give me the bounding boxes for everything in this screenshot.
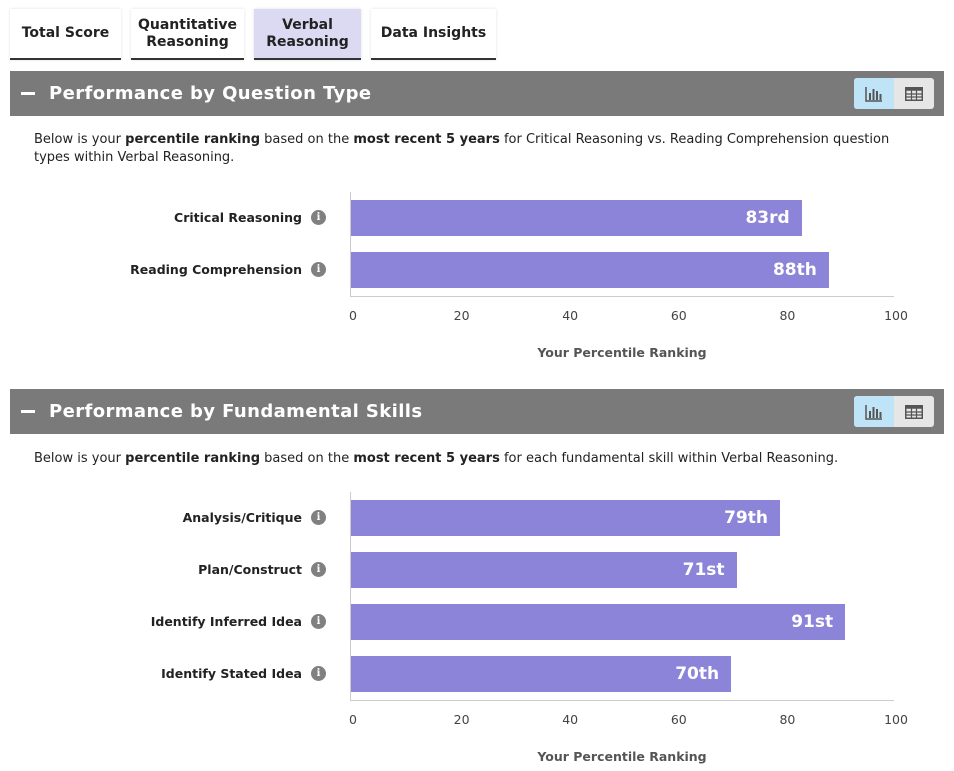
- x-tick-label: 80: [779, 712, 796, 727]
- info-icon[interactable]: i: [311, 614, 326, 629]
- x-tick-label: 100: [884, 712, 908, 727]
- bar-value-label: 91st: [791, 612, 834, 632]
- section-description: Below is your percentile ranking based o…: [34, 451, 839, 466]
- x-tick-label: 60: [670, 308, 687, 323]
- category-label: Critical Reasoning: [174, 210, 302, 225]
- bar: 88th: [351, 252, 829, 288]
- info-icon[interactable]: i: [311, 666, 326, 681]
- x-axis-line: [350, 700, 894, 701]
- x-tick-label: 20: [453, 712, 470, 727]
- x-axis-line: [350, 296, 894, 297]
- category-label: Reading Comprehension: [130, 262, 302, 277]
- x-tick-label: 40: [562, 308, 579, 323]
- section-description: Below is your percentile ranking based o…: [34, 132, 890, 165]
- info-icon[interactable]: i: [311, 210, 326, 225]
- bar: 91st: [351, 604, 846, 640]
- minus-icon[interactable]: [21, 92, 35, 95]
- x-tick-label: 20: [453, 308, 470, 323]
- x-axis-title: Your Percentile Ranking: [537, 345, 707, 360]
- y-axis-line: [350, 192, 351, 296]
- bar: 70th: [351, 656, 732, 692]
- bar-value-label: 83rd: [745, 208, 790, 228]
- y-axis-line: [350, 492, 351, 700]
- section-title: Performance by Question Type: [49, 83, 372, 104]
- table-view-button[interactable]: [894, 396, 934, 427]
- chart-view-button[interactable]: [854, 396, 894, 427]
- chart-view-button[interactable]: [854, 78, 894, 109]
- bar: 71st: [351, 552, 737, 588]
- category-label: Identify Inferred Idea: [150, 614, 302, 629]
- tab-bar: Total Score Quantitative Reasoning Verbal…: [10, 9, 496, 60]
- bar-value-label: 71st: [682, 560, 725, 580]
- tab-label: Total Score: [21, 25, 110, 41]
- x-tick-label: 0: [349, 712, 357, 727]
- bar-value-label: 88th: [772, 260, 817, 280]
- tab-label: Verbal Reasoning: [266, 16, 349, 50]
- section-header-question-type: Performance by Question Type: [10, 71, 944, 116]
- tab-verbal-reasoning[interactable]: Verbal Reasoning: [254, 9, 361, 60]
- minus-icon[interactable]: [21, 410, 35, 413]
- tab-data-insights[interactable]: Data Insights: [371, 9, 496, 60]
- section-title: Performance by Fundamental Skills: [49, 401, 423, 422]
- view-toggle: [854, 78, 934, 109]
- tab-label: Quantitative Reasoning: [137, 16, 238, 50]
- bar: 79th: [351, 500, 780, 536]
- x-tick-label: 60: [670, 712, 687, 727]
- bar: 83rd: [351, 200, 802, 236]
- info-icon[interactable]: i: [311, 262, 326, 277]
- category-label: Identify Stated Idea: [161, 666, 302, 681]
- category-label: Analysis/Critique: [182, 510, 302, 525]
- category-label: Plan/Construct: [198, 562, 302, 577]
- table-view-button[interactable]: [894, 78, 934, 109]
- table-icon: [905, 404, 923, 419]
- tab-quantitative-reasoning[interactable]: Quantitative Reasoning: [131, 9, 244, 60]
- x-tick-label: 0: [349, 308, 357, 323]
- info-icon[interactable]: i: [311, 510, 326, 525]
- section-header-fundamental-skills: Performance by Fundamental Skills: [10, 389, 944, 434]
- tab-total-score[interactable]: Total Score: [10, 9, 121, 60]
- view-toggle: [854, 396, 934, 427]
- x-tick-label: 80: [779, 308, 796, 323]
- bar-chart-icon: [865, 404, 882, 420]
- bar-chart-icon: [865, 86, 882, 102]
- x-axis-title: Your Percentile Ranking: [537, 749, 707, 764]
- bar-value-label: 70th: [675, 664, 720, 684]
- bar-value-label: 79th: [724, 508, 768, 528]
- x-tick-label: 40: [562, 712, 579, 727]
- x-tick-label: 100: [884, 308, 908, 323]
- table-icon: [905, 86, 923, 101]
- info-icon[interactable]: i: [311, 562, 326, 577]
- tab-label: Data Insights: [380, 25, 487, 41]
